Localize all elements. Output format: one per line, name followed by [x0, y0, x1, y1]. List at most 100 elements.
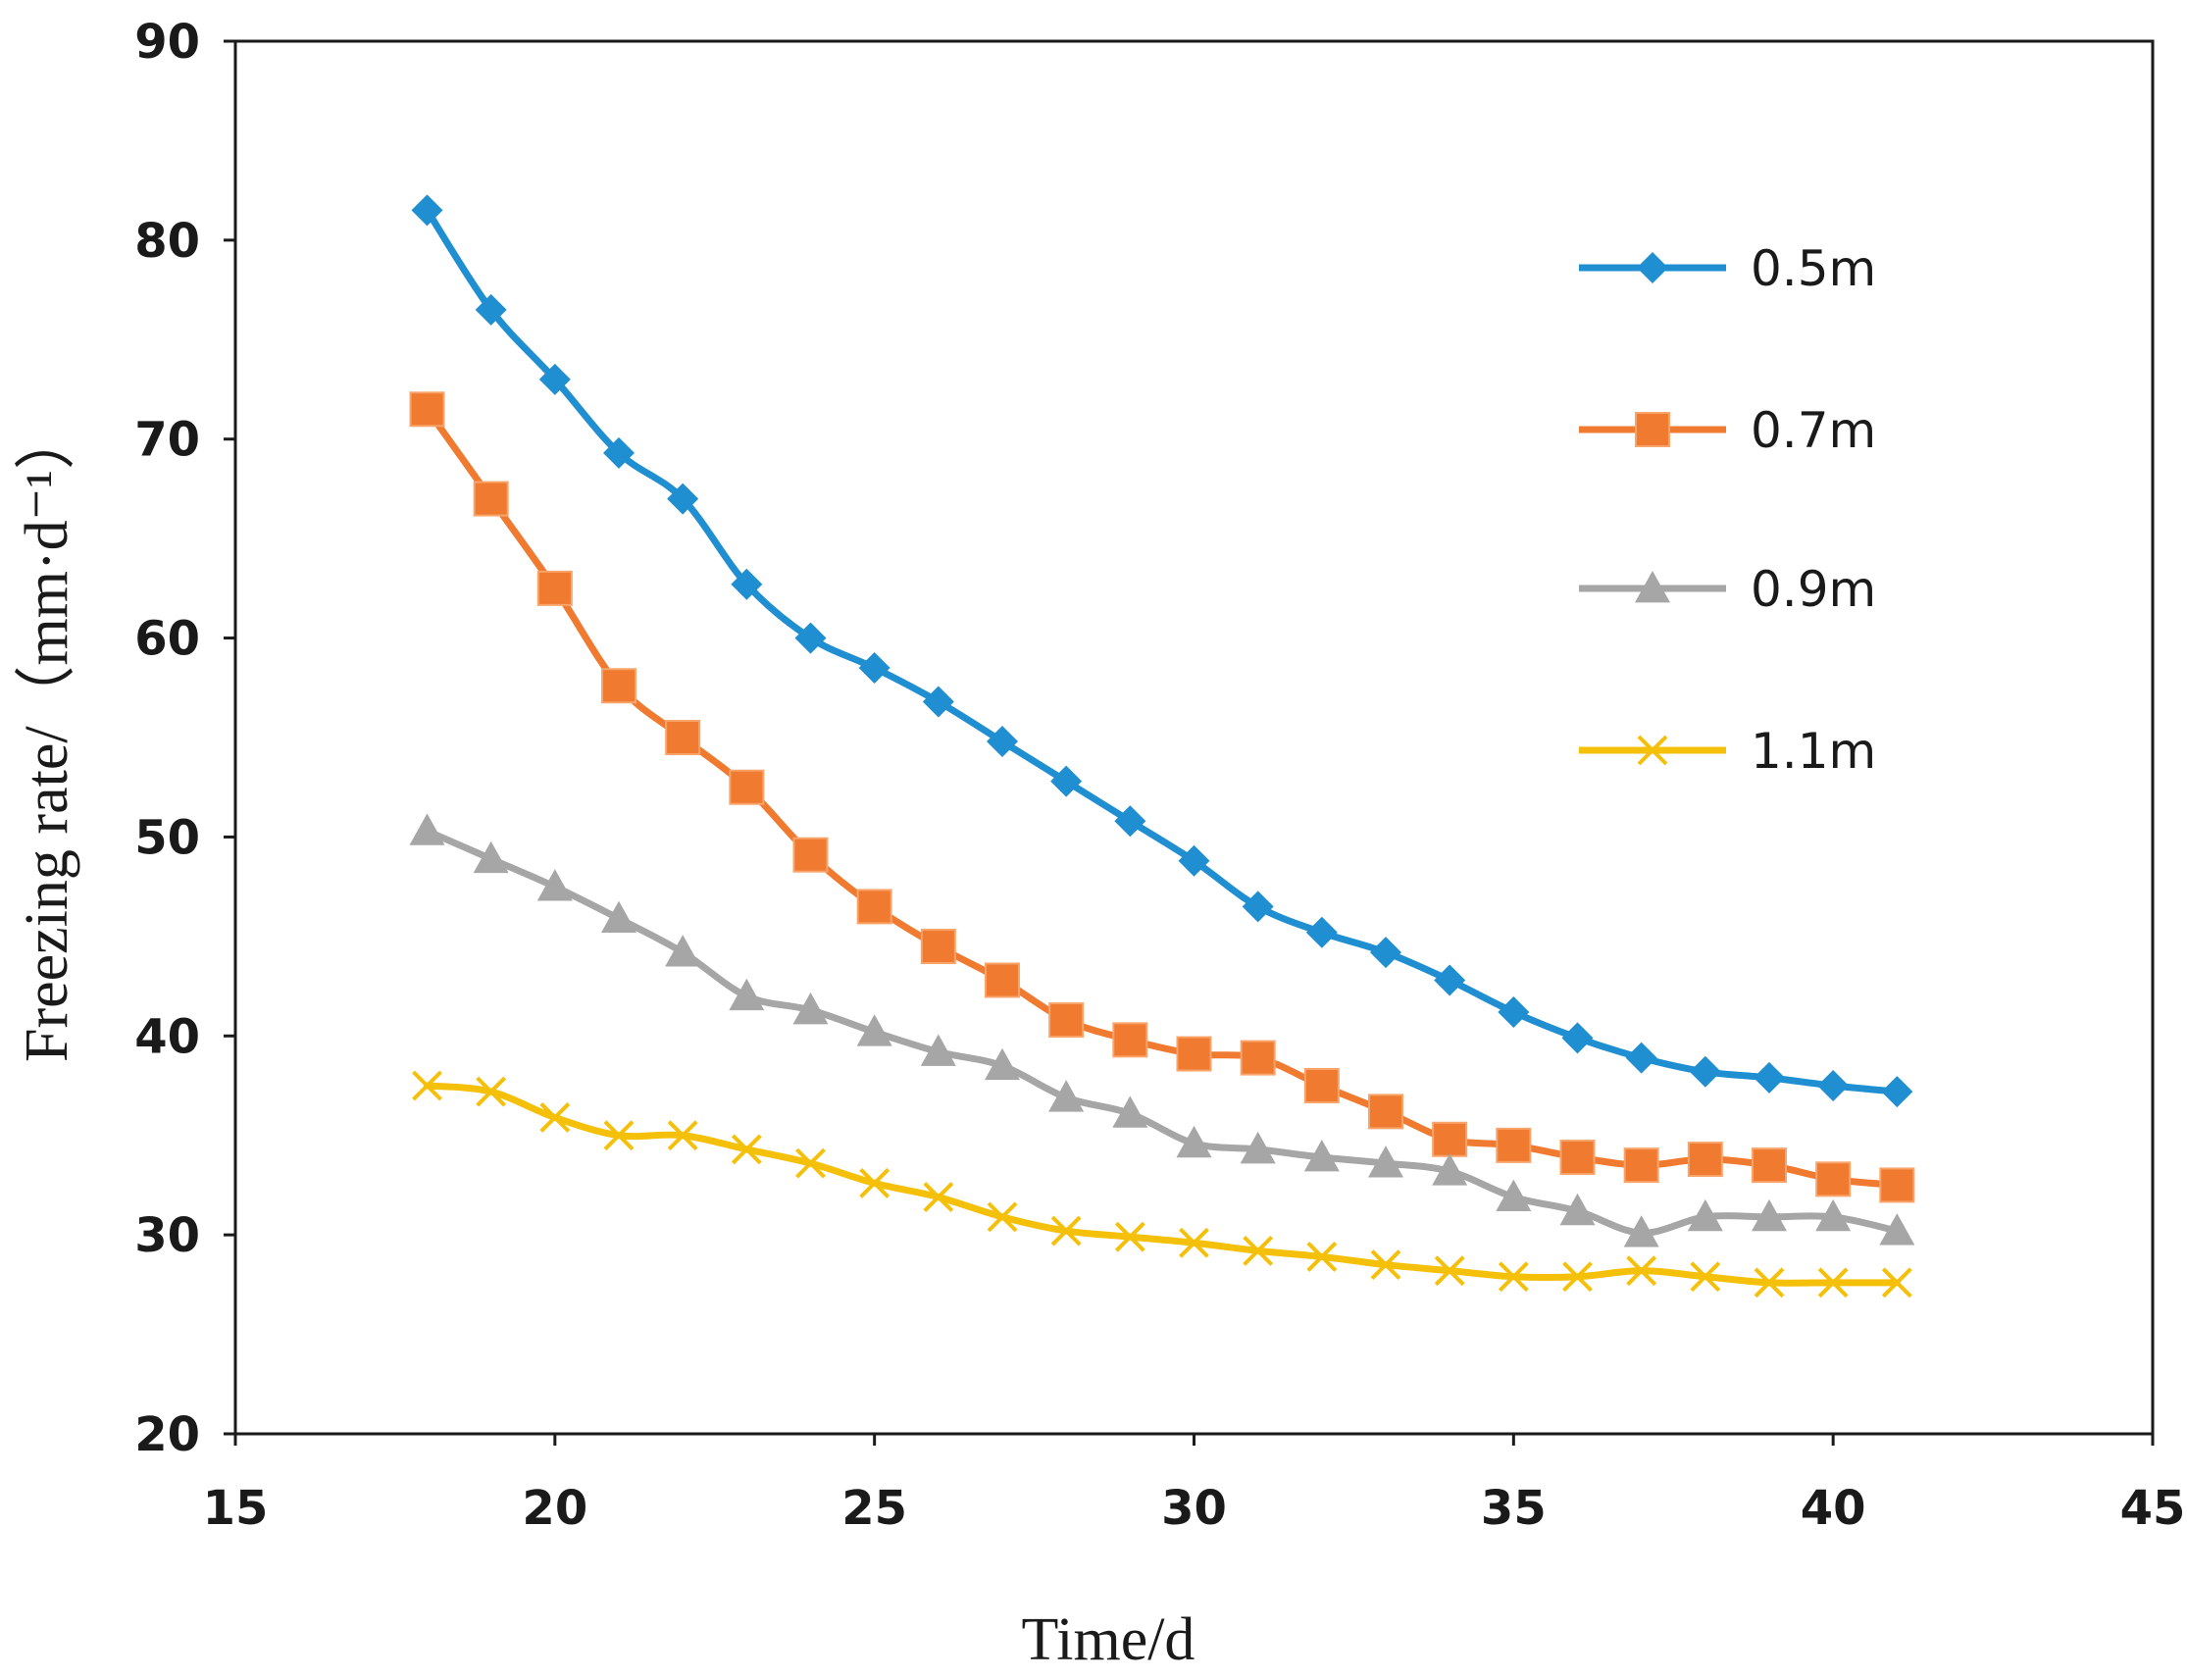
y-tick-label: 40 [134, 1009, 200, 1064]
data-point [1176, 1036, 1212, 1072]
data-point [1112, 1022, 1148, 1058]
data-point [1879, 1167, 1915, 1203]
data-point [1687, 1142, 1723, 1178]
data-point [1240, 1040, 1276, 1076]
data-point [1752, 1198, 1787, 1232]
data-point [1623, 1215, 1659, 1247]
data-point [1754, 1061, 1785, 1094]
data-point [1626, 1255, 1657, 1287]
legend-label: 0.9m [1751, 561, 1876, 618]
data-point [1498, 995, 1530, 1028]
data-point [792, 992, 829, 1025]
data-point [1176, 1125, 1212, 1158]
data-point [985, 962, 1020, 998]
data-point [539, 1102, 571, 1133]
legend-label: 1.1m [1751, 723, 1876, 780]
data-point [794, 622, 827, 654]
data-point [1243, 1235, 1274, 1266]
data-point [665, 720, 701, 755]
data-point [536, 869, 573, 901]
y-tick-label: 20 [134, 1407, 200, 1462]
data-point [920, 929, 956, 964]
data-point [1815, 1161, 1852, 1197]
data-point [1048, 1002, 1085, 1039]
series-line [424, 1082, 1901, 1287]
data-point [475, 293, 507, 326]
x-tick-label: 30 [1161, 1481, 1227, 1536]
data-point [1048, 1080, 1085, 1112]
y-tick-label: 80 [134, 214, 200, 269]
data-point [1881, 1267, 1912, 1298]
data-point [1498, 1261, 1529, 1293]
data-point [792, 837, 829, 873]
data-point [1752, 1147, 1787, 1184]
data-point [538, 363, 571, 395]
data-point [411, 194, 443, 227]
legend-label: 0.5m [1751, 240, 1876, 297]
data-point [1112, 1095, 1148, 1128]
y-tick-label: 50 [134, 810, 200, 865]
data-point [1496, 1127, 1532, 1163]
data-point [601, 668, 636, 704]
x-axis-ticks: 15 20 25 30 35 40 45 [203, 1434, 2186, 1536]
data-point [409, 813, 445, 845]
data-point [476, 1076, 507, 1107]
data-point [1114, 805, 1146, 838]
data-point [1623, 1147, 1659, 1184]
data-point [859, 1167, 890, 1198]
legend-item: 0.7m [1579, 402, 1876, 459]
data-point [923, 1182, 954, 1213]
data-point [1689, 1055, 1721, 1088]
data-point [1879, 1213, 1915, 1246]
data-point [603, 436, 635, 469]
data-point [858, 652, 890, 684]
data-point [1754, 1267, 1785, 1298]
data-point [1687, 1198, 1723, 1232]
data-point [1050, 765, 1083, 797]
legend-marker [1635, 412, 1670, 447]
x-axis-title: Time/d [1022, 1606, 1195, 1673]
data-point [1368, 1094, 1403, 1130]
data-point [1432, 1153, 1468, 1186]
data-point [1496, 1179, 1532, 1211]
data-point [1432, 1121, 1468, 1157]
data-point [1178, 844, 1210, 877]
x-tick-label: 40 [1801, 1481, 1866, 1536]
data-point [1561, 1022, 1594, 1054]
y-axis-ticks: 20 30 40 50 60 70 80 90 [134, 15, 235, 1462]
data-point [1562, 1261, 1593, 1293]
data-point [473, 840, 509, 874]
series-layer [409, 194, 1915, 1298]
legend-item: 0.9m [1579, 561, 1876, 618]
data-point [795, 1147, 826, 1179]
y-tick-label: 70 [134, 413, 200, 468]
data-point [1370, 1249, 1401, 1280]
data-point [1303, 1140, 1340, 1172]
data-point [1240, 1131, 1276, 1164]
series-0.7m [409, 391, 1915, 1203]
data-point [731, 568, 763, 600]
data-point [729, 769, 765, 805]
x-tick-label: 25 [841, 1481, 907, 1536]
data-point [409, 391, 445, 428]
data-point [1559, 1140, 1596, 1176]
series-0.9m [409, 813, 1915, 1247]
data-point [856, 889, 892, 925]
x-tick-label: 45 [2120, 1481, 2186, 1536]
data-point [985, 1047, 1020, 1081]
data-point [1114, 1221, 1145, 1252]
data-point [922, 686, 954, 718]
data-point [1179, 1227, 1209, 1258]
data-point [1690, 1261, 1721, 1293]
x-tick-label: 35 [1481, 1481, 1547, 1536]
data-point [1815, 1198, 1852, 1232]
series-1.1m [412, 1070, 1912, 1298]
data-point [987, 1201, 1018, 1233]
x-tick-label: 15 [203, 1481, 269, 1536]
data-point [1306, 1242, 1338, 1272]
data-point [1434, 964, 1466, 996]
legend-item: 1.1m [1579, 723, 1876, 780]
data-point [1625, 1042, 1657, 1074]
legend-marker [1637, 735, 1668, 766]
data-point [603, 1120, 635, 1151]
